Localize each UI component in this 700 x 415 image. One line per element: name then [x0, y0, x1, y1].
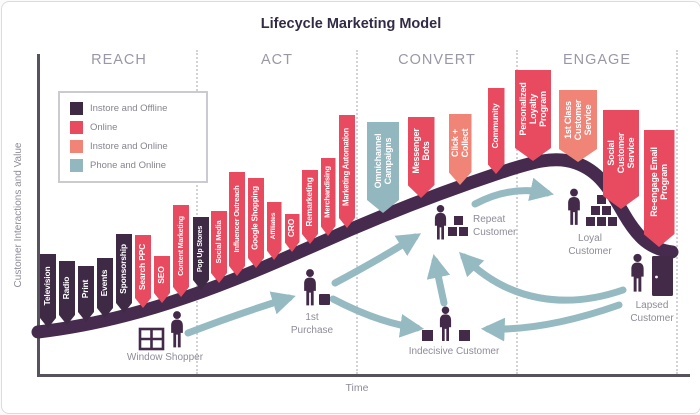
box-pyramid-icon	[586, 195, 617, 226]
x-axis-line	[37, 374, 690, 377]
legend-label: Online	[90, 122, 118, 133]
stage-label-reach: REACH	[91, 52, 147, 68]
stage-label-engage: ENGAGE	[562, 52, 632, 68]
first-purchase-label: 1st Purchase	[290, 312, 334, 336]
box-icon	[422, 330, 433, 341]
stage-separator	[676, 50, 678, 374]
person-icon	[171, 311, 183, 348]
stage-separator	[196, 50, 198, 374]
arrow-lapsed-to-indecisive-customer	[480, 301, 623, 342]
stage-label-convert: CONVERT	[398, 52, 476, 68]
repeat-customer-figure	[434, 205, 468, 240]
boxes-icon	[448, 216, 468, 236]
indecisive-customer-figure	[422, 306, 470, 342]
stage-separator	[516, 50, 518, 374]
indecisive-customer-label: Indecisive Customer	[408, 346, 500, 357]
arrow-window-shopper-to-first-purchase	[184, 291, 296, 337]
first-purchase-figure	[304, 269, 330, 306]
legend-item-online: Online	[70, 121, 196, 134]
arrow-repeat-to-loyal-customer	[471, 177, 554, 208]
legend-label: Instore and Offline	[90, 103, 168, 114]
repeat-customer-label: Repeat Customer	[473, 214, 517, 238]
arrow-first-purchase-to-indecisive-customer	[329, 295, 425, 338]
person-icon	[439, 306, 452, 342]
window-shopper-figure	[138, 311, 183, 351]
page-title: Lifecycle Marketing Model	[260, 16, 442, 32]
arrow-first-purchase-to-repeat-customer	[331, 233, 422, 287]
legend-swatch	[70, 121, 83, 134]
loyal-customer-label: Loyal Customer	[568, 233, 612, 257]
legend-label: Instore and Online	[90, 141, 168, 152]
stage-label-act: ACT	[261, 52, 293, 68]
window-shopper-label: Window Shopper	[126, 352, 204, 363]
person-icon	[631, 253, 644, 292]
box-icon	[459, 330, 470, 341]
legend-swatch	[70, 140, 83, 153]
stage-separator	[356, 50, 358, 374]
door-icon	[652, 256, 673, 296]
loyal-customer-figure	[568, 188, 617, 226]
legend-label: Phone and Online	[90, 160, 167, 171]
person-icon	[434, 205, 447, 240]
arrow-indecisive-to-repeat-customer	[426, 254, 451, 307]
lapsed-customer-figure	[631, 253, 673, 296]
x-axis-label: Time	[345, 382, 369, 394]
legend-swatch	[70, 159, 83, 172]
shopping-bag-icon	[319, 294, 330, 305]
person-icon	[568, 188, 580, 225]
legend-item-phone-online: Phone and Online	[70, 159, 196, 172]
arrow-lapsed-to-repeat-customer	[459, 251, 627, 304]
lapsed-customer-label: Lapsed Customer	[630, 300, 674, 324]
legend-item-instore-offline: Instore and Offline	[70, 102, 196, 115]
window-icon	[138, 327, 165, 351]
person-icon	[304, 269, 316, 306]
legend-swatch	[70, 102, 83, 115]
legend-item-instore-online: Instore and Online	[70, 140, 196, 153]
legend: Instore and Offline Online Instore and Onl…	[58, 91, 208, 183]
y-axis-line	[37, 54, 40, 375]
